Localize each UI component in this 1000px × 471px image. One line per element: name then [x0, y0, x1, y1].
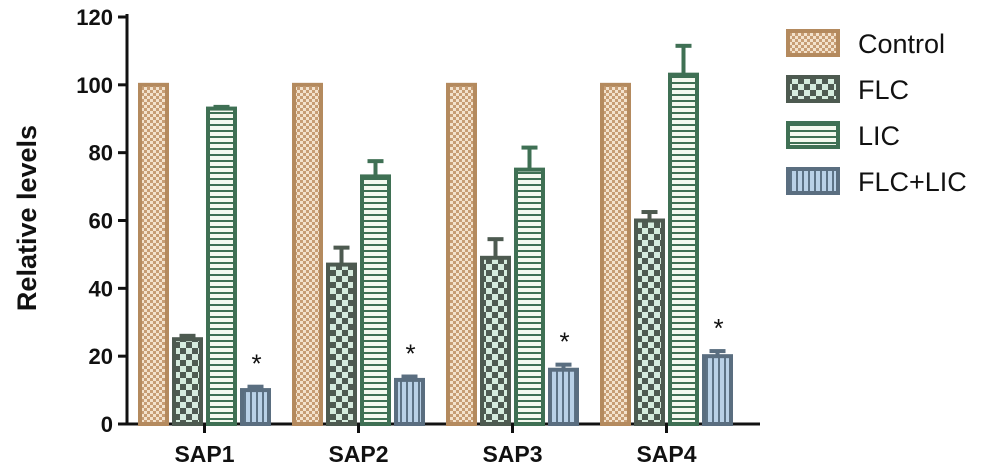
y-axis: 0 20 40 60 80 100 120: [76, 5, 129, 437]
y-tick-label: 20: [89, 344, 113, 369]
y-tick-label: 40: [89, 276, 113, 301]
bar-flc-lic-sap1: [240, 388, 271, 427]
legend-swatch-flc: [786, 75, 840, 103]
legend-label: Control: [858, 29, 945, 59]
bar-flc-lic-sap4: [702, 354, 733, 426]
bar-control-sap4: [600, 82, 631, 426]
y-tick-label: 0: [101, 412, 113, 437]
legend-label: FLC+LIC: [858, 167, 967, 197]
legend-label: FLC: [858, 75, 909, 105]
significance-star: *: [251, 349, 261, 379]
legend-swatch-control: [786, 29, 840, 57]
x-tick-label: SAP4: [636, 441, 696, 467]
significance-star: *: [559, 327, 569, 357]
bar-flc-sap2: [326, 262, 357, 427]
bar-flc-sap3: [480, 255, 511, 426]
bar-control-sap2: [292, 82, 323, 426]
bar-flc-lic-sap3: [548, 367, 579, 427]
y-tick-label: 60: [89, 209, 113, 234]
bar-flc-sap4: [634, 218, 665, 426]
bar-lic-sap4: [668, 72, 699, 427]
y-tick-label: 80: [89, 141, 113, 166]
legend-swatch-flc-lic: [786, 167, 840, 195]
bar-control-sap3: [446, 82, 477, 426]
x-tick-label: SAP2: [328, 441, 388, 467]
legend-label: LIC: [858, 121, 900, 151]
significance-markers: * * * *: [251, 313, 723, 379]
bar-lic-sap2: [360, 174, 391, 426]
y-axis-label: Relative levels: [12, 125, 42, 311]
x-tick-label: SAP1: [174, 441, 234, 467]
bars: [138, 43, 733, 427]
y-tick-label: 100: [76, 73, 113, 98]
y-axis-ticks: 0 20 40 60 80 100 120: [76, 5, 127, 437]
x-tick-label: SAP3: [482, 441, 542, 467]
y-tick-label: 120: [76, 5, 113, 30]
legend-swatch-lic: [786, 121, 840, 149]
bar-control-sap1: [138, 82, 169, 426]
x-axis: SAP1 SAP2 SAP3 SAP4: [127, 422, 760, 467]
significance-star: *: [713, 313, 723, 343]
significance-star: *: [405, 339, 415, 369]
x-axis-ticks: SAP1 SAP2 SAP3 SAP4: [174, 424, 697, 467]
bar-lic-sap3: [514, 167, 545, 426]
legend: Control FLC LIC FLC+LIC: [786, 29, 967, 197]
bar-flc-lic-sap2: [394, 377, 425, 426]
bar-lic-sap1: [206, 106, 237, 426]
bar-flc-sap1: [172, 337, 203, 427]
